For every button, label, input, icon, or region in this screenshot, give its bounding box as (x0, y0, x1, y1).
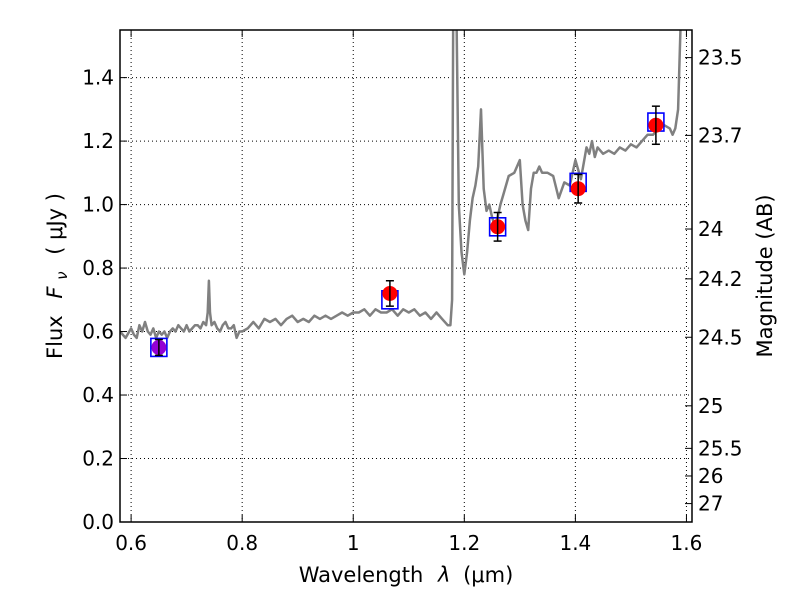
model-photometry-square (150, 337, 168, 358)
y2-tick-label: 23.5 (698, 46, 743, 70)
spectrum-line (120, 30, 682, 340)
y-tick-label: 0.4 (82, 383, 114, 407)
x-axis-title: Wavelength λ (μm) (299, 563, 514, 587)
y-tick-label: 0.0 (82, 510, 114, 534)
data-layer (120, 30, 682, 358)
y2-tick-label: 24 (698, 217, 723, 241)
x-tick-label: 1.4 (559, 531, 591, 555)
y-tick-label: 1.2 (82, 129, 114, 153)
y-tick-label: 0.8 (82, 256, 114, 280)
x-tick-label: 0.6 (115, 531, 147, 555)
plot-frame (119, 29, 693, 523)
x-tick-label: 0.8 (226, 531, 258, 555)
y2-tick-label: 27 (698, 492, 723, 516)
y-axis-title: Flux F ν ( μJy ) (43, 193, 72, 359)
y2-tick-label: 25 (698, 394, 723, 418)
y-tick-label: 1.0 (82, 193, 114, 217)
ticks: 0.6 0.8 1 1.2 1.4 1.6 0.0 0.2 0.4 0.6 0.8 1.0 1.2 1.4… (82, 30, 743, 555)
y-tick-label: 0.2 (82, 447, 114, 471)
x-tick-label: 1 (347, 531, 360, 555)
y-tick-label: 0.6 (82, 320, 114, 344)
y2-tick-label: 24.2 (698, 267, 743, 291)
y2-tick-label: 26 (698, 464, 723, 488)
y2-tick-label: 25.5 (698, 436, 743, 460)
plot-area (120, 30, 692, 522)
x-tick-label: 1.2 (448, 531, 480, 555)
x-tick-label: 1.6 (671, 531, 703, 555)
y-tick-label: 1.4 (82, 66, 114, 90)
y2-tick-label: 24.5 (698, 325, 743, 349)
y2-axis-title: Magnitude (AB) (753, 194, 777, 357)
y2-tick-label: 23.7 (698, 123, 743, 147)
